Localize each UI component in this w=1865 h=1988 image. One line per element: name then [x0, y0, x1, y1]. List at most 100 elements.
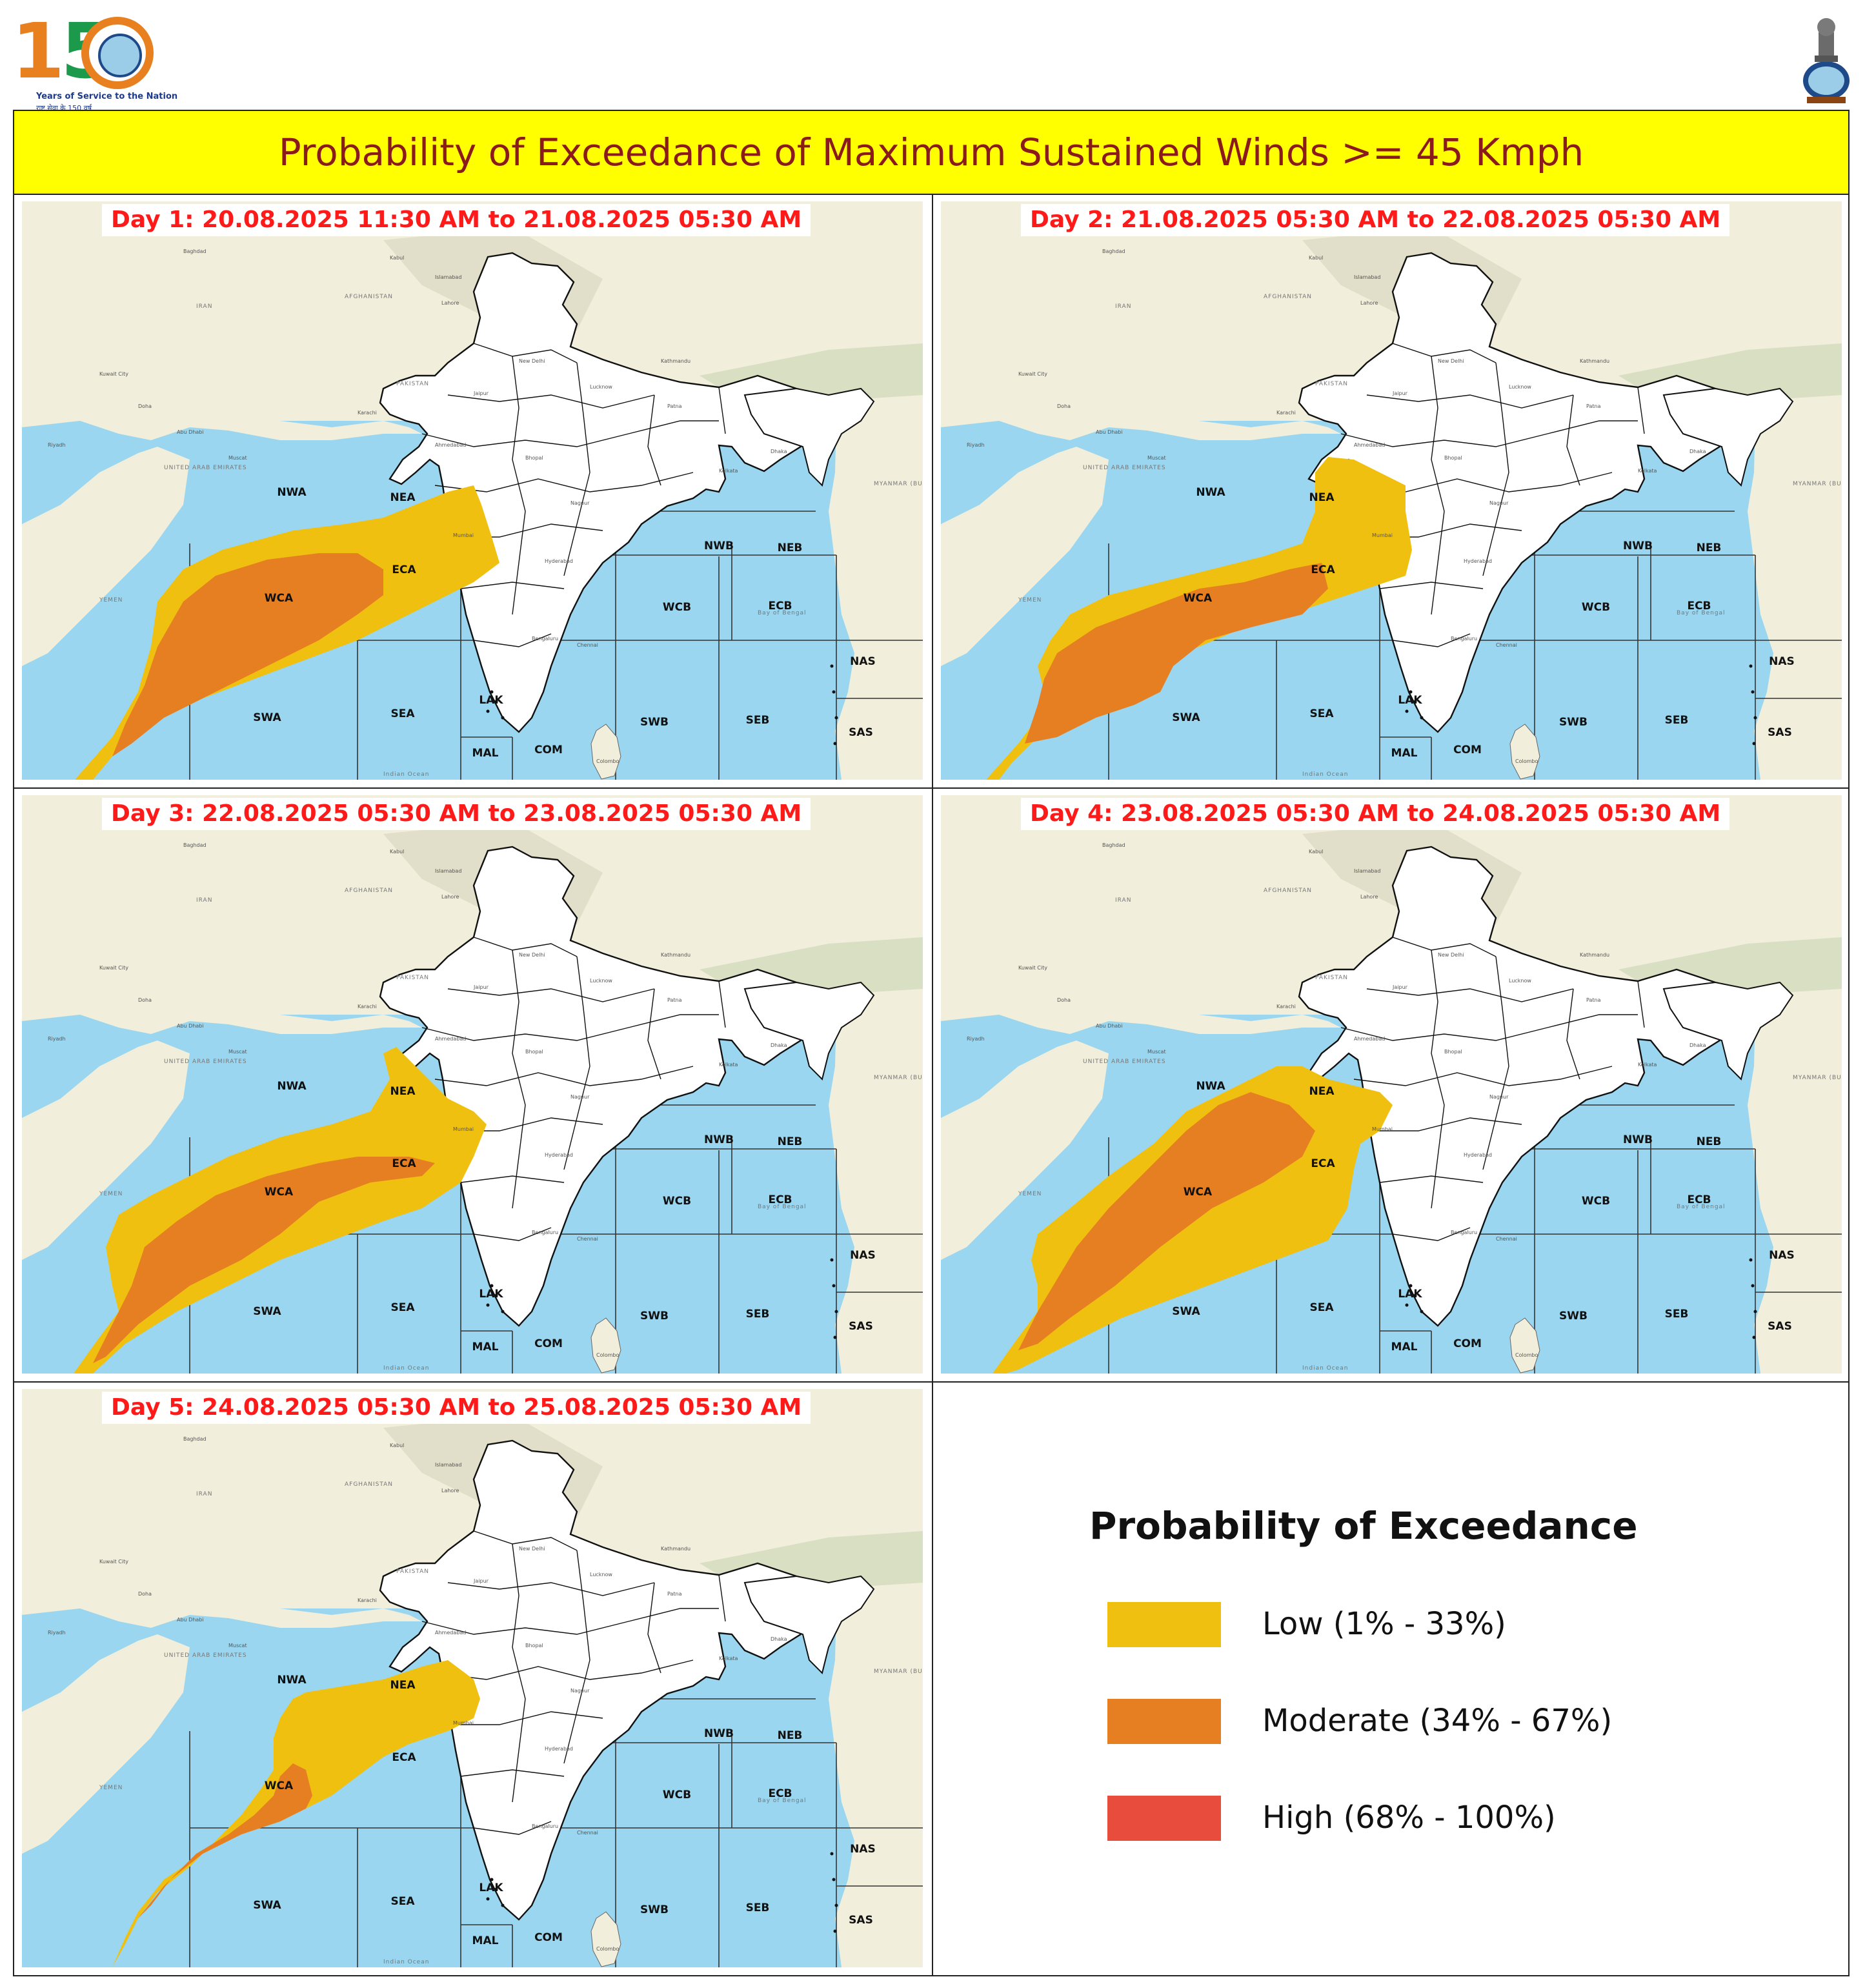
- country-label-afghanistan: AFGHANISTAN: [1264, 294, 1312, 300]
- state-boundary: [1431, 949, 1445, 1209]
- place-label: Jaipur: [473, 1578, 489, 1584]
- region-label-seb: SEB: [746, 714, 770, 727]
- place-label: Bhopal: [525, 1643, 543, 1648]
- place-label: Colombo: [1515, 758, 1538, 764]
- state-boundary: [512, 1543, 526, 1803]
- place-label: Chennai: [577, 1830, 598, 1836]
- region-label-nwb: NWB: [1623, 1133, 1653, 1146]
- country-label-bay_of_bengal: Bay of Bengal: [758, 610, 807, 616]
- legend-title: Probability of Exceedance: [1089, 1504, 1638, 1548]
- place-label: Mumbai: [1372, 1126, 1393, 1132]
- place-label: Abu Dhabi: [177, 1617, 204, 1623]
- region-label-sas: SAS: [1768, 1320, 1792, 1333]
- moderate-probability-area: [1018, 1092, 1315, 1350]
- place-label: Colombo: [596, 1352, 619, 1358]
- place-label: Doha: [138, 997, 152, 1003]
- place-label: Bhopal: [525, 1049, 543, 1055]
- place-label: New Delhi: [519, 952, 545, 958]
- place-label: Lucknow: [590, 978, 612, 984]
- place-label: Riyadh: [967, 442, 985, 448]
- country-label-myanmar: MYANMAR (BURMA): [874, 1669, 923, 1675]
- moderate-probability-area: [112, 553, 383, 756]
- place-label: Bhopal: [1444, 1049, 1462, 1055]
- legend-label-low: Low (1% - 33%): [1262, 1606, 1506, 1642]
- place-label: Lucknow: [590, 384, 612, 390]
- region-label-neb: NEB: [778, 1135, 803, 1148]
- place-label: Patna: [667, 997, 682, 1003]
- island-icon: [1752, 1335, 1756, 1339]
- region-label-eca: ECA: [392, 563, 416, 576]
- island-icon: [832, 690, 836, 694]
- state-boundary: [421, 1608, 719, 1635]
- region-label-nas: NAS: [850, 1249, 876, 1262]
- country-label-iran: IRAN: [1115, 303, 1131, 310]
- region-label-swb: SWB: [1559, 716, 1588, 729]
- island-icon: [1405, 709, 1409, 713]
- region-label-nea: NEA: [1309, 491, 1335, 504]
- place-label: Nagpur: [570, 500, 590, 506]
- region-label-sea: SEA: [1309, 707, 1334, 720]
- panel-day-4: Baghdad Kuwait City Riyadh Doha Abu Dhabi Mus…: [932, 787, 1850, 1383]
- state-boundary: [473, 343, 578, 363]
- island-icon: [1413, 700, 1417, 704]
- northeast-india: [1662, 387, 1794, 487]
- place-label: Baghdad: [183, 249, 207, 254]
- iran-coast: [22, 1576, 422, 1628]
- place-label: Kolkata: [1638, 468, 1657, 474]
- northeast-india: [743, 1575, 875, 1674]
- state-boundary: [1637, 387, 1645, 434]
- place-label: Jaipur: [473, 391, 489, 396]
- region-label-swa: SWA: [253, 1899, 281, 1912]
- country-label-iran: IRAN: [196, 897, 212, 904]
- island-icon: [1405, 1303, 1409, 1307]
- region-label-wca: WCA: [265, 1780, 294, 1792]
- state-boundary: [647, 1582, 661, 1674]
- india-landmass: [379, 1439, 838, 1921]
- place-label: Bengaluru: [532, 636, 558, 642]
- place-label: Jaipur: [473, 984, 489, 990]
- place-label: Ahmedabad: [435, 1630, 466, 1636]
- place-label: New Delhi: [519, 358, 545, 364]
- place-label: Karachi: [358, 410, 377, 416]
- region-label-neb: NEB: [778, 542, 803, 554]
- myanmar-land: [822, 1570, 923, 1967]
- region-label-wcb: WCB: [663, 601, 691, 614]
- place-label: Hyderabad: [545, 1746, 573, 1752]
- place-label: Doha: [1057, 403, 1071, 409]
- region-label-sea: SEA: [390, 1895, 415, 1908]
- island-icon: [834, 1310, 838, 1314]
- region-label-nea: NEA: [390, 491, 416, 504]
- state-boundary: [1379, 1175, 1484, 1183]
- logo-ring-icon: [81, 17, 154, 89]
- island-icon: [833, 1335, 837, 1339]
- place-label: Riyadh: [48, 442, 66, 448]
- country-label-yemen: YEMEN: [1018, 597, 1042, 604]
- place-label: Islamabad: [435, 274, 461, 280]
- region-label-nwb: NWB: [704, 1133, 734, 1146]
- country-label-pakistan: PAKISTAN: [396, 1568, 429, 1575]
- island-icon: [1753, 1310, 1757, 1314]
- region-label-nea: NEA: [390, 1085, 416, 1098]
- india-landmass: [379, 252, 838, 733]
- region-label-ecb: ECB: [768, 1193, 792, 1206]
- map-svg: Baghdad Kuwait City Riyadh Doha Abu Dhabi Mus…: [22, 795, 923, 1374]
- place-label: Karachi: [1276, 410, 1296, 416]
- region-label-nwa: NWA: [277, 1674, 307, 1687]
- country-label-yemen: YEMEN: [1018, 1191, 1042, 1197]
- place-label: Mumbai: [453, 1720, 474, 1726]
- region-label-sea: SEA: [390, 1301, 415, 1314]
- island-icon: [1420, 1310, 1424, 1314]
- region-label-sas: SAS: [849, 1320, 873, 1333]
- place-label: Abu Dhabi: [1096, 1023, 1123, 1029]
- day-2-label: Day 2: 21.08.2025 05:30 AM to 22.08.2025…: [1021, 204, 1730, 236]
- island-icon: [834, 1903, 838, 1907]
- iran-coast: [22, 389, 422, 440]
- region-label-seb: SEB: [1665, 714, 1689, 727]
- country-label-bay_of_bengal: Bay of Bengal: [758, 1204, 807, 1210]
- legend-label-high: High (68% - 100%): [1262, 1800, 1556, 1836]
- myanmar-land: [822, 976, 923, 1374]
- place-label: Muscat: [1147, 1049, 1166, 1055]
- place-label: Abu Dhabi: [1096, 429, 1123, 435]
- arabia-land: [941, 1040, 1109, 1260]
- region-label-nwb: NWB: [704, 540, 734, 553]
